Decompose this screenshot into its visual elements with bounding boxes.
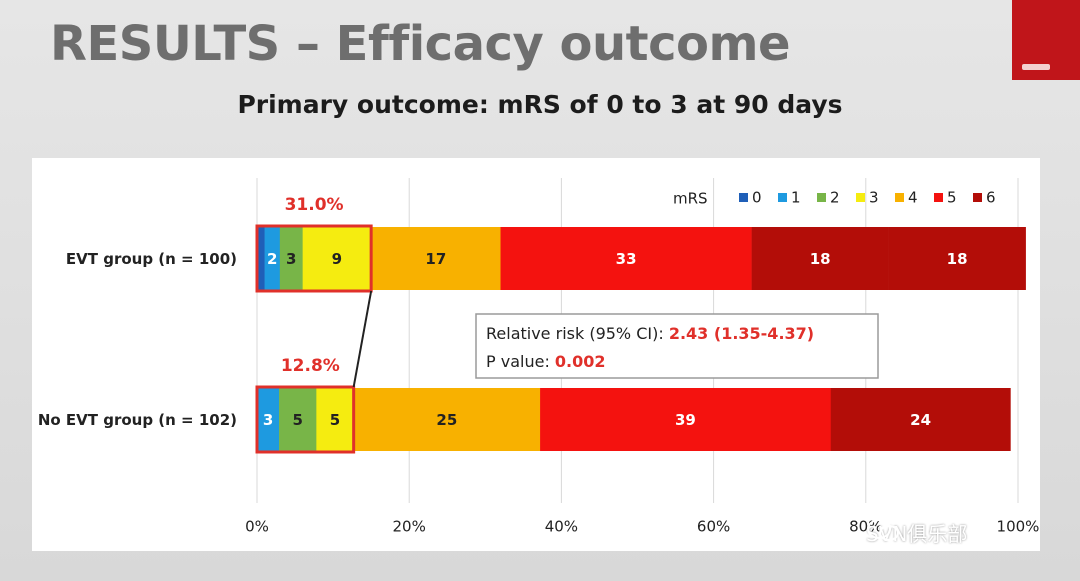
bar-segment: [888, 227, 1026, 290]
highlight-bracket: [255, 224, 373, 293]
legend-swatch: [739, 193, 748, 202]
presenter-video-thumbnail: [1012, 0, 1080, 80]
legend-swatch: [973, 193, 982, 202]
x-tick-label: 80%: [849, 518, 882, 536]
bar-value-label: 3: [286, 250, 296, 268]
category-label: EVT group (n = 100): [66, 250, 237, 268]
bar-value-label: 24: [910, 411, 931, 429]
thumbnail-logo: [1022, 64, 1050, 70]
chart-y-axis: EVT group (n = 100) No EVT group (n = 102…: [38, 250, 237, 429]
x-tick-label: 20%: [393, 518, 426, 536]
bar-segment: [353, 388, 541, 451]
watermark: SVN俱乐部: [866, 518, 967, 547]
bar-segment: [257, 227, 265, 290]
bar-value-label: 5: [330, 411, 340, 429]
bar-value-label: 39: [675, 411, 696, 429]
legend-swatch: [895, 193, 904, 202]
bar-value-label: 9: [332, 250, 342, 268]
x-tick-label: 60%: [697, 518, 730, 536]
watermark-text: SVN俱乐部: [866, 522, 968, 546]
chart-brackets: 31.0% 12.8%: [255, 195, 373, 454]
legend-swatch: [778, 193, 787, 202]
bar-segment: [257, 388, 280, 451]
bar-value-label: 33: [616, 250, 637, 268]
bar-value-label: 2: [267, 250, 277, 268]
bar-segment: [302, 227, 372, 290]
bar-segment: [316, 388, 354, 451]
x-tick-label: 40%: [545, 518, 578, 536]
highlight-bracket: [255, 385, 356, 454]
x-tick-label: 100%: [997, 518, 1040, 536]
bar-segment: [264, 227, 281, 290]
bar-value-label: 25: [436, 411, 457, 429]
legend-label: 0: [752, 189, 762, 207]
bar-segment: [500, 227, 752, 290]
bar-value-label: 17: [425, 250, 446, 268]
bracket-percentage: 12.8%: [281, 356, 340, 376]
legend-label: 5: [947, 189, 957, 207]
bar-value-label: 5: [292, 411, 302, 429]
bracket-percentage: 31.0%: [285, 195, 344, 215]
legend-label: 6: [986, 189, 996, 207]
bar-segment: [371, 227, 501, 290]
bar-segment: [540, 388, 832, 451]
legend-swatch: [856, 193, 865, 202]
p-value-number: 0.002: [555, 352, 606, 371]
category-label: No EVT group (n = 102): [38, 411, 237, 429]
x-tick-label: 0%: [245, 518, 269, 536]
bar-segment: [279, 227, 303, 290]
annotation-box: [475, 313, 879, 379]
legend-label: 1: [791, 189, 801, 207]
legend-label: 2: [830, 189, 840, 207]
bar-value-label: 3: [263, 411, 273, 429]
legend-swatch: [934, 193, 943, 202]
bar-segment: [830, 388, 1011, 451]
chart-annotation: Relative risk (95% CI): 2.43 (1.35-4.37)…: [475, 313, 879, 379]
relative-risk-text: Relative risk (95% CI): 2.43 (1.35-4.37): [486, 324, 814, 343]
relative-risk-value: 2.43 (1.35-4.37): [669, 324, 814, 343]
slide-subtitle: Primary outcome: mRS of 0 to 3 at 90 day…: [237, 90, 843, 119]
bracket-connector: [352, 290, 373, 388]
legend-title: mRS: [673, 190, 708, 208]
chart-x-axis: 0% 20% 40% 60% 80% 100%: [245, 518, 1039, 536]
relative-risk-label: Relative risk (95% CI):: [486, 324, 669, 343]
p-value-text: P value: 0.002: [486, 352, 606, 371]
legend-label: 3: [869, 189, 879, 207]
bar-segment: [751, 227, 889, 290]
chart-legend: mRS 0 1 2 3 4 5 6: [673, 189, 996, 208]
legend-label: 4: [908, 189, 918, 207]
chat-bubble-icon: [867, 519, 899, 541]
bar-value-label: 18: [947, 250, 968, 268]
bar-segment: [279, 388, 317, 451]
bar-value-label: 18: [810, 250, 831, 268]
chart-bars: 2 3 9 17 33 18 183 5 5 25 39 24: [257, 227, 1026, 451]
p-value-label: P value:: [486, 352, 555, 371]
legend-swatch: [817, 193, 826, 202]
slide-title: RESULTS – Efficacy outcome: [50, 16, 791, 72]
